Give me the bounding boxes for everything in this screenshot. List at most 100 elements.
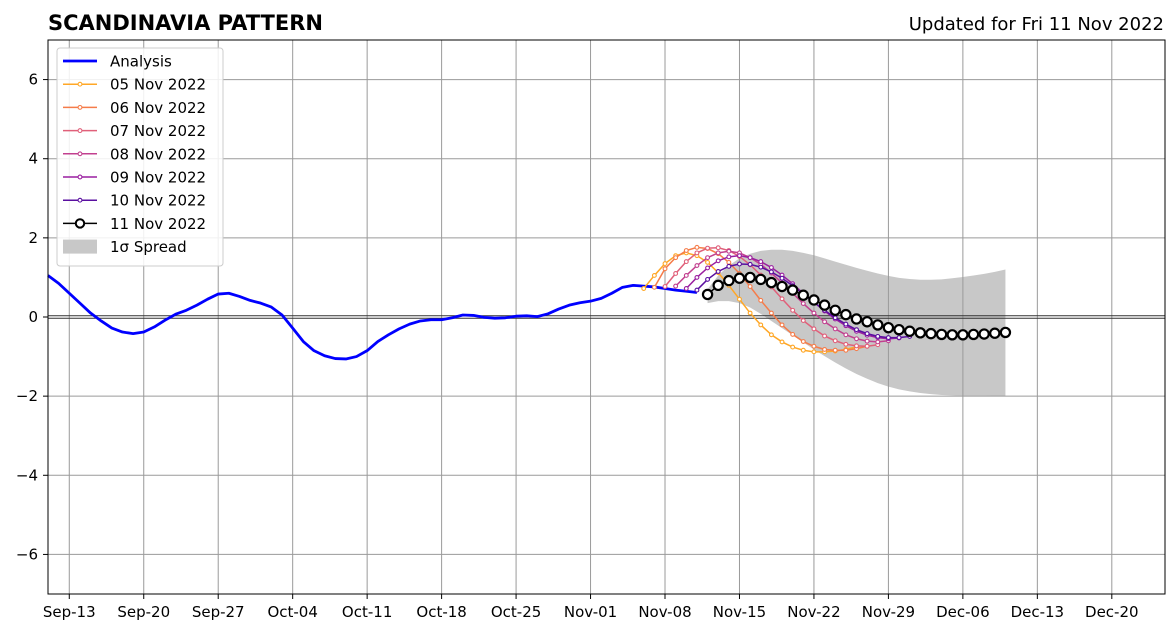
latest-forecast-point-15 xyxy=(861,316,873,328)
forecast-point-5-14 xyxy=(843,321,849,327)
x-tick-label-10: Nov-22 xyxy=(787,603,840,621)
forecast-point-1-3 xyxy=(683,248,689,253)
latest-forecast-point-2 xyxy=(723,274,735,287)
x-tick-label-3: Oct-04 xyxy=(267,603,317,621)
forecast-point-0-10 xyxy=(747,310,753,316)
legend-item-4: 08 Nov 2022 xyxy=(63,145,206,163)
chart-subtitle: Updated for Fri 11 Nov 2022 xyxy=(909,14,1164,35)
forecast-point-0-11 xyxy=(758,322,764,328)
forecast-point-1-11 xyxy=(768,310,774,316)
latest-forecast-point-20 xyxy=(914,327,927,339)
forecast-point-2-11 xyxy=(779,296,785,302)
latest-forecast-point-0 xyxy=(701,288,714,301)
forecast-point-1-9 xyxy=(747,284,753,289)
forecast-point-5-17 xyxy=(875,333,881,339)
latest-forecast-point-19 xyxy=(903,325,916,337)
forecast-point-5-1 xyxy=(705,276,711,282)
latest-forecast-point-23 xyxy=(946,329,958,341)
forecast-point-5-7 xyxy=(768,269,774,275)
latest-forecast-point-13 xyxy=(840,308,852,321)
forecast-point-0-16 xyxy=(811,349,817,355)
x-tick-label-2: Sep-27 xyxy=(192,603,245,621)
forecast-point-4-8 xyxy=(768,265,774,270)
forecast-point-3-19 xyxy=(875,339,881,345)
latest-forecast-point-17 xyxy=(882,321,895,334)
forecast-point-1-7 xyxy=(726,259,732,265)
latest-forecast-point-26 xyxy=(978,328,990,340)
y-tick-label-1: −4 xyxy=(16,466,38,484)
forecast-point-0-0 xyxy=(641,286,647,291)
forecast-point-1-15 xyxy=(811,343,817,349)
y-tick-label-6: 6 xyxy=(28,71,38,89)
forecast-point-2-13 xyxy=(800,318,806,324)
latest-forecast-point-11 xyxy=(818,299,831,311)
forecast-point-2-16 xyxy=(832,338,838,344)
legend-swatch-latest-marker xyxy=(74,218,86,229)
forecast-point-2-18 xyxy=(854,343,859,349)
legend-swatch-spread xyxy=(63,239,97,254)
forecast-point-2-3 xyxy=(694,250,700,256)
latest-forecast-point-8 xyxy=(786,284,799,296)
forecast-point-1-14 xyxy=(800,339,806,344)
forecast-point-4-0 xyxy=(683,286,689,291)
legend-label-2: 06 Nov 2022 xyxy=(110,99,206,117)
latest-forecast-point-7 xyxy=(776,280,788,293)
forecast-point-1-2 xyxy=(673,255,679,261)
forecast-point-0-15 xyxy=(800,347,806,353)
legend-item-1: 05 Nov 2022 xyxy=(63,76,206,94)
x-tick-label-8: Nov-08 xyxy=(638,603,691,621)
legend-label-6: 10 Nov 2022 xyxy=(110,192,206,210)
latest-forecast-point-6 xyxy=(765,276,778,289)
forecast-point-3-2 xyxy=(694,263,700,269)
forecast-point-3-4 xyxy=(715,250,721,256)
forecast-point-5-5 xyxy=(747,261,753,267)
latest-forecast-point-18 xyxy=(893,323,905,336)
forecast-point-1-0 xyxy=(651,284,657,290)
y-tick-label-0: −6 xyxy=(16,545,38,563)
forecast-point-5-2 xyxy=(715,269,721,274)
chart-title: SCANDINAVIA PATTERN xyxy=(48,11,323,35)
forecast-point-3-15 xyxy=(832,326,838,332)
forecast-point-5-15 xyxy=(854,327,859,333)
legend-label-0: Analysis xyxy=(110,53,172,71)
forecast-point-0-2 xyxy=(662,261,668,267)
forecast-point-2-14 xyxy=(811,326,817,332)
legend-swatch-marker-6 xyxy=(77,197,83,203)
forecast-point-0-6 xyxy=(705,259,711,265)
x-tick-label-9: Nov-15 xyxy=(713,603,766,621)
forecast-point-4-4 xyxy=(726,254,732,260)
forecast-point-1-12 xyxy=(779,322,785,328)
latest-forecast-point-9 xyxy=(797,289,810,301)
forecast-point-3-18 xyxy=(864,338,870,344)
forecast-point-5-8 xyxy=(779,275,785,281)
forecast-point-5-16 xyxy=(864,331,870,337)
latest-forecast-point-27 xyxy=(989,327,1001,339)
forecast-point-4-1 xyxy=(694,274,700,280)
latest-forecast-point-5 xyxy=(755,273,767,286)
legend-box xyxy=(56,47,224,267)
x-tick-label-13: Dec-13 xyxy=(1011,603,1065,621)
forecast-point-0-1 xyxy=(651,273,657,278)
legend-swatch-marker-2 xyxy=(77,104,83,110)
legend-label-4: 08 Nov 2022 xyxy=(110,145,206,163)
legend-swatch-marker-1 xyxy=(77,81,83,87)
forecast-point-5-0 xyxy=(694,287,700,293)
latest-forecast-point-22 xyxy=(935,328,948,341)
forecast-point-4-6 xyxy=(747,255,753,261)
forecast-point-1-1 xyxy=(662,266,668,272)
latest-forecast-point-16 xyxy=(872,319,884,331)
x-tick-label-0: Sep-13 xyxy=(43,603,96,621)
legend: Analysis 05 Nov 2022 06 Nov 2022 07 Nov 202… xyxy=(56,47,224,267)
forecast-point-3-5 xyxy=(726,248,732,254)
forecast-point-0-12 xyxy=(768,332,774,338)
legend-item-3: 07 Nov 2022 xyxy=(63,122,206,140)
legend-label-1: 05 Nov 2022 xyxy=(110,76,206,94)
latest-forecast-point-14 xyxy=(850,313,863,325)
latest-forecast-point-28 xyxy=(999,326,1012,339)
forecast-point-5-13 xyxy=(832,315,838,321)
legend-item-5: 09 Nov 2022 xyxy=(63,169,206,187)
x-tick-label-7: Nov-01 xyxy=(564,603,617,621)
latest-forecast-point-25 xyxy=(967,328,980,341)
forecast-point-3-14 xyxy=(822,319,828,325)
